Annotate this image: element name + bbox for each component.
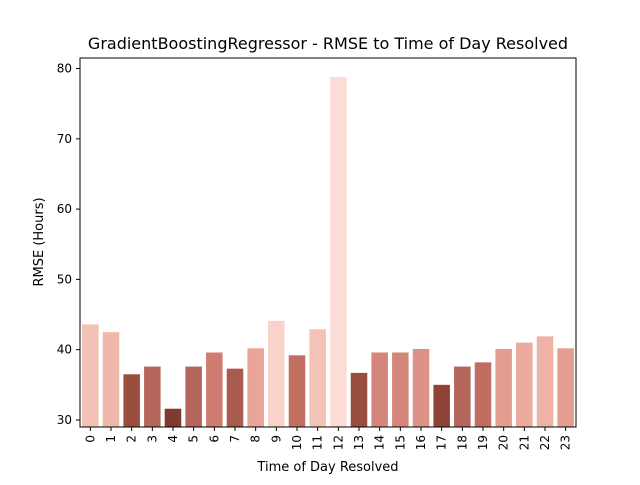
x-tick-label: 14 bbox=[373, 435, 387, 450]
bar-17 bbox=[433, 384, 450, 427]
y-tick-label: 30 bbox=[57, 413, 72, 427]
x-tick-label: 13 bbox=[352, 435, 366, 450]
x-tick-label: 7 bbox=[228, 435, 242, 443]
bars-group bbox=[82, 76, 574, 427]
y-tick-label: 60 bbox=[57, 202, 72, 216]
bar-10 bbox=[288, 355, 306, 427]
bar-19 bbox=[474, 362, 492, 427]
x-tick-label: 8 bbox=[249, 435, 263, 443]
x-tick-label: 15 bbox=[393, 435, 407, 450]
bar-13 bbox=[350, 372, 368, 427]
x-tick-label: 22 bbox=[538, 435, 552, 450]
y-tick-label: 80 bbox=[57, 62, 72, 76]
bar-16 bbox=[412, 348, 430, 427]
x-tick-label: 20 bbox=[497, 435, 511, 450]
bar-21 bbox=[516, 342, 533, 427]
bar-23 bbox=[557, 348, 574, 427]
bar-2 bbox=[123, 374, 140, 427]
bar-0 bbox=[82, 324, 99, 427]
bar-7 bbox=[226, 368, 244, 427]
bar-22 bbox=[536, 336, 554, 427]
bar-20 bbox=[495, 348, 512, 427]
bar-1 bbox=[102, 332, 120, 427]
x-tick-label: 12 bbox=[331, 435, 345, 450]
bar-4 bbox=[164, 408, 182, 427]
x-tick-label: 17 bbox=[435, 435, 449, 450]
bar-11 bbox=[309, 329, 326, 427]
y-axis-ticks: 30 40 50 60 70 80 bbox=[57, 62, 80, 427]
y-tick-label: 70 bbox=[57, 132, 72, 146]
bar-9 bbox=[268, 320, 285, 427]
x-tick-label: 10 bbox=[290, 435, 304, 450]
bar-12 bbox=[330, 76, 347, 427]
x-tick-label: 18 bbox=[455, 435, 469, 450]
x-tick-label: 4 bbox=[166, 435, 180, 443]
y-tick-label: 50 bbox=[57, 272, 72, 286]
y-axis-label: RMSE (Hours) bbox=[32, 197, 47, 286]
x-axis-ticks: 0 1 2 3 4 5 6 7 8 9 10 11 12 13 14 15 16 17 18 19 20 21 22 23 bbox=[83, 427, 573, 450]
chart-title: GradientBoostingRegressor - RMSE to Time… bbox=[88, 34, 568, 53]
bar-3 bbox=[144, 366, 161, 427]
x-tick-label: 5 bbox=[187, 435, 201, 443]
x-tick-label: 21 bbox=[517, 435, 531, 450]
x-axis-label: Time of Day Resolved bbox=[256, 460, 398, 475]
x-tick-label: 19 bbox=[476, 435, 490, 450]
axes-frame bbox=[79, 57, 577, 428]
bar-8 bbox=[247, 348, 264, 427]
x-tick-label: 0 bbox=[83, 435, 97, 443]
x-tick-label: 3 bbox=[145, 435, 159, 443]
bar-15 bbox=[392, 352, 409, 427]
bar-14 bbox=[371, 352, 388, 427]
bar-5 bbox=[185, 366, 202, 427]
x-tick-label: 1 bbox=[104, 435, 118, 443]
x-tick-label: 23 bbox=[559, 435, 573, 450]
bar-6 bbox=[206, 352, 223, 427]
y-tick-label: 40 bbox=[57, 343, 72, 357]
bar-18 bbox=[454, 366, 471, 427]
x-tick-label: 9 bbox=[269, 435, 283, 443]
x-tick-label: 16 bbox=[414, 435, 428, 450]
x-tick-label: 11 bbox=[311, 435, 325, 450]
x-tick-label: 2 bbox=[125, 435, 139, 443]
x-tick-label: 6 bbox=[207, 435, 221, 443]
